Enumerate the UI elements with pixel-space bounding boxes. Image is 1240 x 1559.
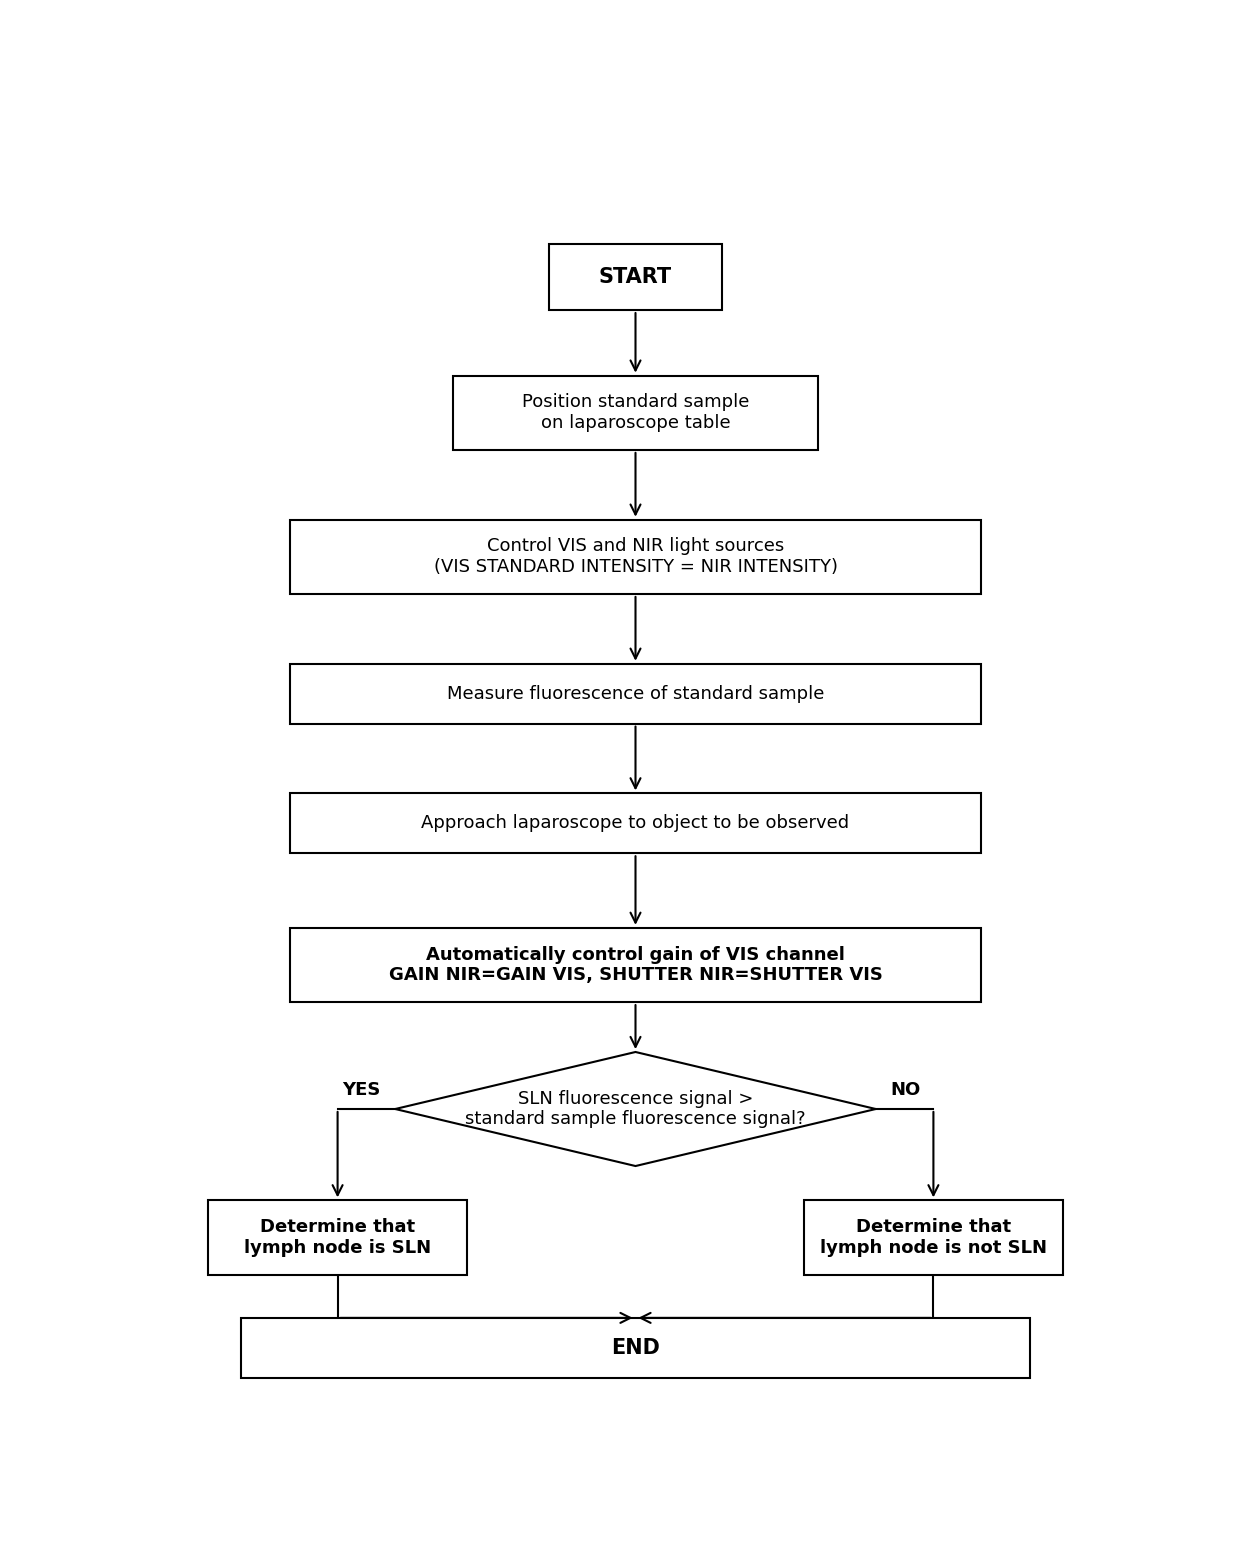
Text: Control VIS and NIR light sources
(VIS STANDARD INTENSITY = NIR INTENSITY): Control VIS and NIR light sources (VIS S… — [434, 538, 837, 577]
Bar — [290, 928, 982, 1002]
Text: Automatically control gain of VIS channel
GAIN NIR=GAIN VIS, SHUTTER NIR=SHUTTER: Automatically control gain of VIS channe… — [388, 946, 883, 984]
Text: Position standard sample
on laparoscope table: Position standard sample on laparoscope … — [522, 393, 749, 432]
Text: SLN fluorescence signal >
standard sample fluorescence signal?: SLN fluorescence signal > standard sampl… — [465, 1090, 806, 1129]
Text: Approach laparoscope to object to be observed: Approach laparoscope to object to be obs… — [422, 814, 849, 833]
Bar — [242, 1317, 1029, 1378]
Bar — [290, 794, 982, 853]
Bar — [549, 245, 722, 310]
Bar — [453, 376, 818, 451]
Polygon shape — [396, 1052, 875, 1166]
Text: Determine that
lymph node is SLN: Determine that lymph node is SLN — [244, 1218, 432, 1257]
Text: Measure fluorescence of standard sample: Measure fluorescence of standard sample — [446, 684, 825, 703]
Text: YES: YES — [342, 1082, 381, 1099]
Text: NO: NO — [890, 1082, 920, 1099]
Text: END: END — [611, 1338, 660, 1358]
Bar — [290, 664, 982, 723]
Text: Determine that
lymph node is not SLN: Determine that lymph node is not SLN — [820, 1218, 1047, 1257]
Bar — [208, 1200, 467, 1275]
Bar — [804, 1200, 1063, 1275]
Text: START: START — [599, 267, 672, 287]
Bar — [290, 519, 982, 594]
